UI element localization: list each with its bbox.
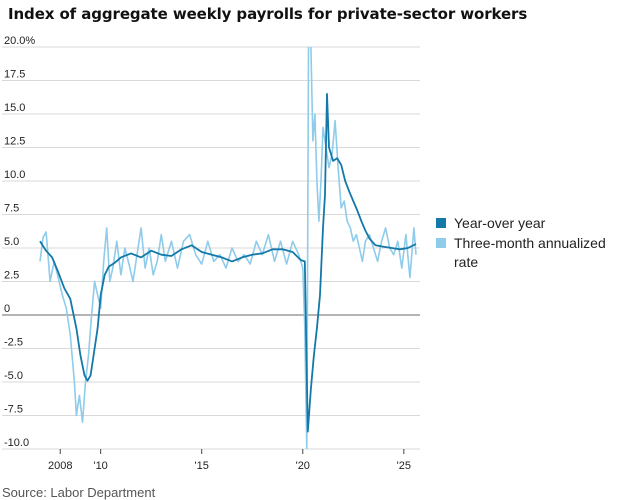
- source-note: Source: Labor Department: [2, 485, 156, 500]
- legend-swatch-year-over-year: [436, 218, 446, 228]
- y-tick-label: -10.0: [4, 437, 29, 449]
- x-tick-label: '20: [296, 460, 310, 472]
- chart-title: Index of aggregate weekly payrolls for p…: [8, 5, 528, 23]
- y-tick-label: 15.0: [4, 102, 25, 114]
- y-axis: 20.0% 17.5 15.0 12.5 10.0 7.5 5.0 2.5 0 -2.5 -5.0 -…: [4, 35, 35, 449]
- y-tick-label: 0: [4, 303, 10, 315]
- y-tick-label: -7.5: [4, 404, 23, 416]
- y-tick-label: 12.5: [4, 136, 25, 148]
- x-tick-label: 2008: [48, 460, 72, 472]
- series-line-year-over-year: [39, 93, 417, 433]
- y-tick-label: -5.0: [4, 370, 23, 382]
- y-tick-label: 7.5: [4, 203, 19, 215]
- y-tick-label: 10.0: [4, 169, 25, 181]
- x-tick-label: '10: [93, 460, 107, 472]
- line-chart: 20.0% 17.5 15.0 12.5 10.0 7.5 5.0 2.5 0 -2.5 -5.0 -…: [2, 35, 420, 472]
- series-lines: [39, 47, 417, 449]
- legend-swatch-three-month-rate: [436, 238, 446, 248]
- x-tick-label: '15: [195, 460, 209, 472]
- legend-item-three-month-rate: Three-month annualized rate: [436, 234, 620, 272]
- x-axis: 2008 '10 '15 '20 '25: [48, 449, 411, 472]
- legend-label-three-month-rate: Three-month annualized rate: [454, 235, 606, 270]
- y-tick-label: 17.5: [4, 69, 25, 81]
- y-tick-label: 2.5: [4, 270, 19, 282]
- x-tick-label: '25: [397, 460, 411, 472]
- legend: Year-over year Three-month annualized ra…: [436, 214, 620, 273]
- y-tick-label: 20.0%: [4, 35, 35, 47]
- y-tick-label: 5.0: [4, 236, 19, 248]
- legend-label-year-over-year: Year-over year: [454, 215, 546, 231]
- legend-item-year-over-year: Year-over year: [436, 214, 620, 233]
- grid-lines: [2, 46, 420, 450]
- y-tick-label: -2.5: [4, 337, 23, 349]
